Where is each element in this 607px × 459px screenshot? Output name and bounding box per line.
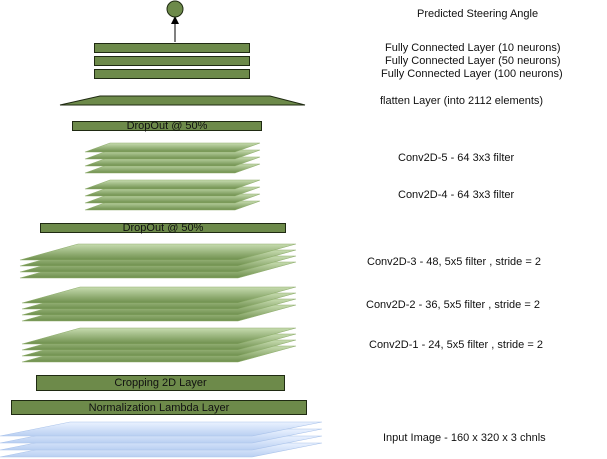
fc-50-description: Fully Connected Layer (50 neurons) <box>385 55 561 67</box>
normalization-block <box>11 400 307 415</box>
cropping-block <box>36 375 285 391</box>
dropout-mid-block <box>40 223 286 233</box>
flatten-layer <box>59 95 306 106</box>
fc-block-10 <box>94 43 250 53</box>
dropout-top-label: DropOut @ 50% <box>126 120 208 132</box>
fc-block-100 <box>94 69 250 79</box>
fc-10-description: Fully Connected Layer (10 neurons) <box>385 42 561 54</box>
conv5-description: Conv2D-5 - 64 3x3 filter <box>398 152 515 164</box>
input-stack <box>0 421 323 458</box>
conv3-stack <box>19 243 297 279</box>
output-node <box>166 0 184 18</box>
conv5-stack <box>84 142 261 174</box>
dropout-mid-label: DropOut @ 50% <box>122 222 204 234</box>
flatten-description: flatten Layer (into 2112 elements) <box>380 95 544 107</box>
conv1-stack <box>21 327 297 363</box>
fc-100-description: Fully Connected Layer (100 neurons) <box>381 68 563 80</box>
input-description: Input Image - 160 x 320 x 3 chnls <box>383 432 546 444</box>
conv4-stack <box>84 179 261 211</box>
dropout-top-block <box>72 121 262 131</box>
conv1-description: Conv2D-1 - 24, 5x5 filter , stride = 2 <box>369 339 543 351</box>
output-description: Predicted Steering Angle <box>417 8 539 20</box>
conv2-description: Conv2D-2 - 36, 5x5 filter , stride = 2 <box>366 299 540 311</box>
cropping-label: Cropping 2D Layer <box>114 377 207 389</box>
conv3-description: Conv2D-3 - 48, 5x5 filter , stride = 2 <box>367 256 541 268</box>
fc-block-50 <box>94 56 250 66</box>
normalization-label: Normalization Lambda Layer <box>88 401 230 414</box>
conv2-stack <box>21 286 297 322</box>
conv4-description: Conv2D-4 - 64 3x3 filter <box>398 189 515 201</box>
